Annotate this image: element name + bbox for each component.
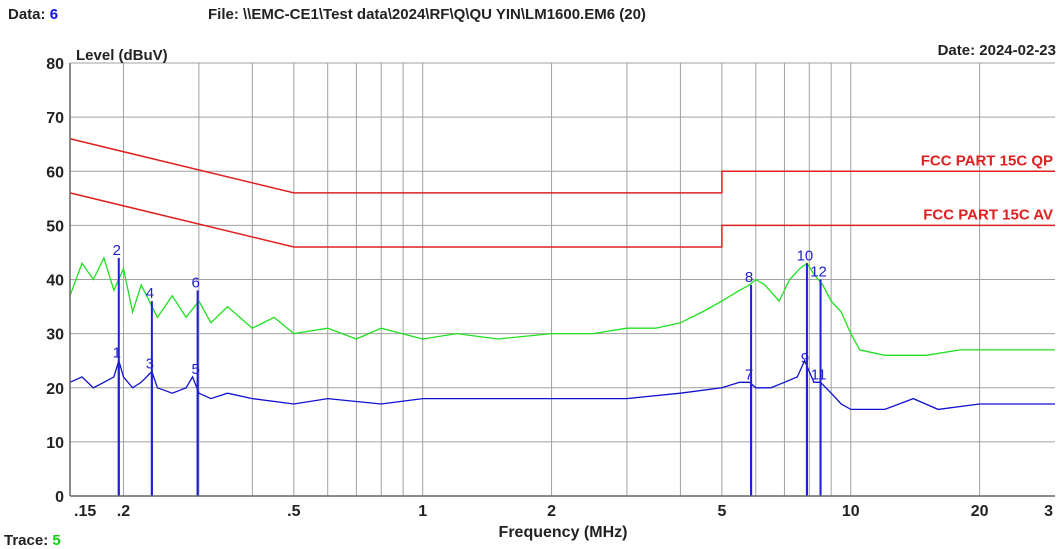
- marker-label: 2: [113, 242, 121, 259]
- limit-lines: FCC PART 15C QP FCC PART 15C AV: [69, 138, 1055, 248]
- x-tick-label: .15: [74, 503, 96, 520]
- y-tick-label: 50: [46, 218, 64, 235]
- chart-grid: [70, 62, 1055, 496]
- y-tick-label: 60: [46, 164, 64, 181]
- marker-label: 10: [797, 247, 814, 264]
- trace-indicator: Trace: 5: [4, 532, 61, 549]
- marker-label: 11: [811, 366, 827, 383]
- y-tick-label: 30: [46, 327, 64, 344]
- y-tick-label: 0: [55, 489, 64, 506]
- file-label: File:: [208, 6, 239, 23]
- limit-label: FCC PART 15C AV: [923, 206, 1053, 223]
- av-trace-line: [69, 358, 1055, 411]
- x-tick-label: .5: [287, 503, 300, 520]
- trace-value: 5: [52, 532, 61, 549]
- data-label: Data:: [8, 6, 46, 23]
- limit-line: [69, 138, 1055, 194]
- trace-label: Trace:: [4, 532, 49, 549]
- marker-label: 9: [801, 350, 809, 367]
- x-tick-label: 2: [547, 503, 556, 520]
- x-tick-label: 1: [418, 503, 427, 520]
- marker-label: 12: [810, 264, 827, 281]
- x-tick-label: 5: [717, 503, 726, 520]
- y-tick-label: 70: [46, 110, 64, 127]
- marker-label: 8: [745, 269, 753, 286]
- x-tick-label: 20: [971, 503, 989, 520]
- marker-label: 5: [191, 361, 199, 378]
- marker-label: 3: [146, 356, 154, 373]
- x-tick-label: 3: [1044, 503, 1053, 520]
- marker-label: 7: [745, 366, 753, 383]
- x-axis-label: Frequency (MHz): [499, 524, 628, 541]
- limit-label: FCC PART 15C QP: [921, 152, 1053, 169]
- y-tick-label: 20: [46, 381, 64, 398]
- y-axis-label: Level (dBuV): [76, 47, 168, 64]
- marker-label: 1: [113, 345, 121, 362]
- x-tick-label: 10: [842, 503, 860, 520]
- file-path: \\EMC-CE1\Test data\2024\RF\Q\QU YIN\LM1…: [243, 6, 646, 23]
- marker-label: 6: [191, 274, 199, 291]
- x-tick-label: .2: [117, 503, 130, 520]
- data-indicator: Data: 6: [8, 6, 58, 23]
- data-value: 6: [49, 6, 59, 23]
- y-tick-label: 40: [46, 273, 64, 290]
- date-label: Date:: [937, 42, 976, 59]
- qp-trace-line: [69, 256, 1055, 356]
- date-indicator: Date: 2024-02-23: [938, 42, 1056, 59]
- measurement-traces: [69, 256, 1055, 411]
- y-tick-label: 10: [46, 435, 64, 452]
- y-tick-label: 80: [46, 56, 64, 73]
- limit-line: [69, 192, 1055, 248]
- date-value: 2024-02-23: [979, 42, 1056, 59]
- marker-label: 4: [146, 285, 154, 302]
- file-indicator: File: \\EMC-CE1\Test data\2024\RF\Q\QU Y…: [208, 6, 646, 23]
